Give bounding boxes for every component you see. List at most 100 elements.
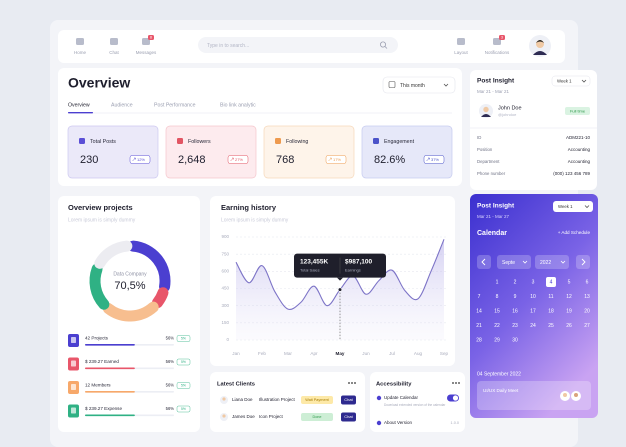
calendar-day[interactable]: 6 (586, 280, 589, 286)
calendar-day[interactable]: 5 (568, 280, 571, 286)
stat-change-text: 12% (137, 157, 145, 162)
nav-icon[interactable] (457, 38, 465, 45)
donut-segment (152, 287, 169, 309)
focus-point (337, 287, 343, 292)
month-dropdown[interactable] (497, 255, 531, 269)
chat-button[interactable] (341, 412, 356, 422)
nav-label[interactable]: Notifications (485, 50, 510, 55)
period-label[interactable]: This month (400, 83, 425, 89)
nav-label[interactable]: Layout (454, 50, 468, 55)
period-dropdown[interactable] (382, 76, 456, 94)
status-badge (301, 396, 333, 404)
nav-icon[interactable] (76, 38, 84, 45)
calendar-day[interactable]: 27 (584, 323, 590, 329)
week-label[interactable]: Week 1 (557, 78, 572, 83)
item-label: $ 239.27 Earned (85, 359, 119, 364)
week-dropdown[interactable] (551, 75, 591, 87)
avatar-body (533, 51, 547, 55)
tab[interactable]: Overview (68, 102, 90, 108)
year-dropdown[interactable] (535, 255, 569, 269)
avatar-hair (536, 40, 544, 43)
week-dropdown[interactable] (553, 201, 593, 212)
item-label: 12 Members (85, 383, 111, 388)
tab[interactable]: Post Performance (154, 102, 196, 108)
calendar-day[interactable]: 25 (548, 323, 554, 329)
calendar-day[interactable]: 10 (530, 294, 536, 300)
nav-label[interactable]: Home (74, 50, 87, 55)
search-placeholder[interactable]: Type in to search... (207, 43, 249, 49)
calendar-day[interactable]: 14 (476, 309, 482, 315)
stat-label: Followers (188, 139, 211, 145)
accessibility-card (370, 372, 465, 432)
menu-dot (452, 382, 454, 384)
nav-label[interactable]: Chat (109, 50, 119, 55)
calendar-day[interactable]: 30 (512, 338, 518, 344)
x-tick-label: Aug (414, 351, 423, 356)
calendar-day[interactable]: 13 (584, 294, 590, 300)
event-card[interactable] (477, 381, 591, 410)
search-box[interactable] (198, 37, 398, 53)
menu-dot (348, 382, 350, 384)
chat-label[interactable]: Chat (344, 397, 353, 402)
calendar-day[interactable]: 23 (512, 323, 518, 329)
calendar-day[interactable]: 2 (514, 280, 517, 286)
year-label[interactable]: 2022 (540, 260, 551, 266)
calendar-day[interactable]: 12 (566, 294, 572, 300)
chat-button[interactable] (341, 395, 356, 405)
calendar-day[interactable]: 16 (512, 309, 518, 315)
y-tick-label: 750 (221, 251, 229, 256)
overview-card (58, 68, 462, 186)
calendar-day[interactable]: 15 (494, 309, 500, 315)
calendar-day[interactable]: 28 (476, 338, 482, 344)
prev-month[interactable] (477, 255, 491, 269)
event-date: 04 September 2022 (477, 371, 521, 377)
x-tick-label: Mar (284, 351, 292, 356)
tooltip-value: $987,100 (345, 258, 372, 265)
tab[interactable]: Bio link analytic (220, 102, 256, 108)
calendar-day[interactable]: 26 (566, 323, 572, 329)
tooltip-label: Total Sales (300, 268, 320, 273)
calendar-day[interactable]: 1 (496, 280, 499, 286)
calendar-day[interactable]: 29 (494, 338, 500, 344)
month-label[interactable]: Septe (502, 260, 515, 266)
client-name: Liana Doe (232, 397, 253, 402)
donut-segment (89, 263, 110, 310)
calendar-day[interactable]: 24 (530, 323, 536, 329)
card-title: Latest Clients (217, 382, 255, 388)
calendar-day[interactable]: 20 (584, 309, 590, 315)
calendar-day[interactable]: 7 (478, 294, 481, 300)
nav-icon[interactable] (110, 38, 118, 45)
calendar-day[interactable]: 11 (548, 294, 553, 300)
calendar-day[interactable]: 19 (566, 309, 572, 315)
x-tick-label: Jun (362, 351, 370, 356)
setting-label: About Version (384, 420, 413, 425)
nav-icon[interactable] (142, 38, 150, 45)
stat-card (361, 125, 453, 179)
x-tick-label: Jul (389, 351, 395, 356)
calendar-day[interactable]: 18 (548, 309, 554, 315)
calendar-day[interactable]: 22 (494, 323, 500, 329)
tooltip-value: 123,455K (300, 258, 328, 265)
next-month[interactable] (576, 255, 590, 269)
setting-description: Download extended version of the calenda… (384, 403, 446, 407)
calendar-card (470, 194, 598, 418)
nav-label[interactable]: Messages (136, 50, 157, 55)
calendar-day[interactable]: 17 (530, 309, 536, 315)
week-label[interactable]: Week 1 (558, 204, 573, 209)
card-title: Accessibility (376, 382, 412, 388)
nav-icon[interactable] (493, 38, 501, 45)
calendar-day[interactable]: 3 (532, 280, 535, 286)
calendar-day[interactable]: 9 (514, 294, 517, 300)
calendar-day[interactable]: 4 (550, 280, 553, 286)
tooltip-label: Earnings (345, 268, 361, 273)
y-tick-label: 0 (226, 337, 229, 342)
calendar-day[interactable]: 21 (476, 323, 482, 329)
chat-label[interactable]: Chat (344, 414, 353, 419)
setting-icon (376, 420, 382, 426)
status-text: Done (312, 415, 321, 419)
add-schedule[interactable]: + Add Schedule (558, 230, 591, 235)
progress-bar (85, 367, 135, 370)
calendar-day[interactable]: 8 (496, 294, 499, 300)
tab[interactable]: Audience (111, 102, 133, 108)
